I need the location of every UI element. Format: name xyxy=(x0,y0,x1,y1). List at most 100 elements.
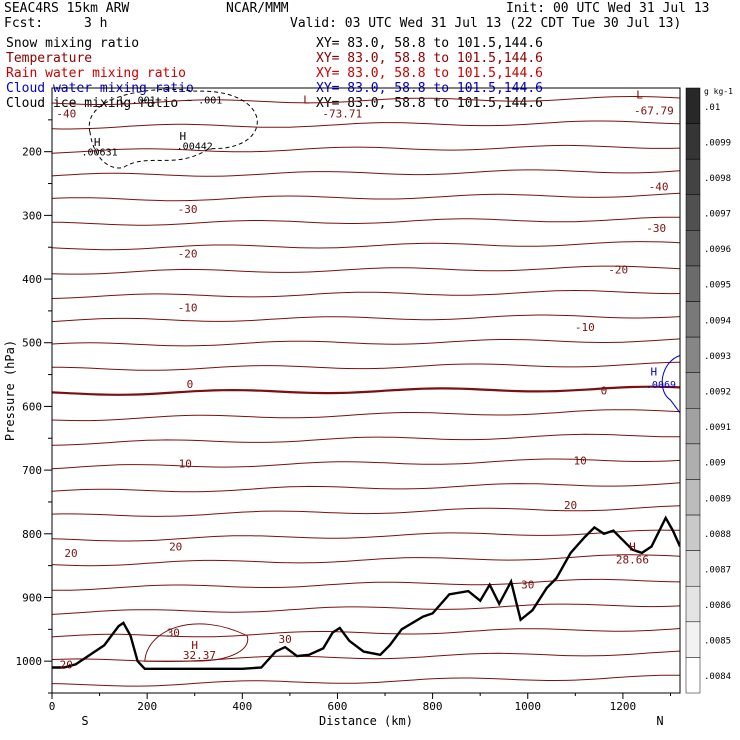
isotherm-line xyxy=(52,505,680,517)
colorbar-swatch xyxy=(685,158,701,196)
y-tick-label: 1000 xyxy=(16,655,43,668)
isotherm-line xyxy=(52,169,680,177)
extrema-marker: H xyxy=(94,136,101,149)
x-tick-label: 400 xyxy=(232,700,252,713)
warm-contour xyxy=(144,623,249,662)
field-xy-temperature: XY= 83.0, 58.8 to 101.5,144.6 xyxy=(316,51,543,66)
colorbar-swatch xyxy=(685,514,701,551)
colorbar-swatch xyxy=(685,301,701,338)
colorbar-swatch xyxy=(685,657,701,694)
temperature-contour-label: -73.71 xyxy=(322,107,362,120)
isotherm-line xyxy=(52,458,680,470)
colorbar-label: .0092 xyxy=(704,388,731,398)
init-time: Init: 00 UTC Wed 31 Jul 13 xyxy=(506,1,710,16)
extrema-marker: H xyxy=(180,130,187,143)
isotherm-line xyxy=(52,554,680,567)
colorbar-label: .0085 xyxy=(704,637,731,647)
colorbar-swatch xyxy=(685,230,701,267)
colorbar-label: .0098 xyxy=(704,174,731,184)
y-tick-label: 800 xyxy=(22,528,42,541)
isotherm-line xyxy=(52,482,680,493)
temperature-contour-label: 20 xyxy=(64,547,77,560)
temperature-contour-label: 30 xyxy=(167,627,180,640)
colorbar-swatch xyxy=(685,372,701,409)
plot-frame xyxy=(51,87,681,694)
field-name-snow: Snow mixing ratio xyxy=(6,36,140,51)
field-xy-rain: XY= 83.0, 58.8 to 101.5,144.6 xyxy=(316,66,543,81)
y-axis-title: Pressure (hPa) xyxy=(3,340,17,441)
isotherm-line xyxy=(52,144,680,154)
temperature-contour-label: 20 xyxy=(564,499,577,512)
north-label: N xyxy=(656,714,663,728)
field-xy-snow: XY= 83.0, 58.8 to 101.5,144.6 xyxy=(316,36,543,51)
temperature-contour-label: -20 xyxy=(178,248,198,261)
x-tick-label: 800 xyxy=(423,700,443,713)
fcst-label: Fcst: xyxy=(4,16,44,31)
isotherm-line xyxy=(52,578,680,591)
x-tick-label: 1000 xyxy=(515,700,542,713)
y-tick-label: 500 xyxy=(22,337,42,350)
org-title: NCAR/MMM xyxy=(226,1,289,16)
extrema-marker: L xyxy=(636,88,643,101)
y-tick-label: 900 xyxy=(22,591,42,604)
field-name-rain: Rain water mixing ratio xyxy=(6,66,187,81)
isotherm-line xyxy=(52,385,680,396)
temperature-contour-label: 10 xyxy=(179,458,192,471)
fcst-value: 3 h xyxy=(84,16,108,31)
colorbar-swatch xyxy=(685,479,701,516)
isotherm-line xyxy=(52,433,680,446)
temperature-contour-label: 30 xyxy=(521,579,534,592)
isotherm-line xyxy=(52,241,680,251)
colorbar-swatch xyxy=(685,443,701,480)
x-tick-label: 1200 xyxy=(610,700,637,713)
temperature-contour-label: -10 xyxy=(178,302,198,315)
isotherm-line xyxy=(52,529,680,542)
isotherm-line xyxy=(52,628,680,638)
colorbar-swatch xyxy=(685,87,701,124)
snow-contour-label: L .001 xyxy=(120,95,156,106)
temperature-contour-label: 32.37 xyxy=(183,649,216,662)
temperature-contour-label: -30 xyxy=(178,203,198,216)
colorbar-swatch xyxy=(685,621,701,658)
cloud-water-contour xyxy=(661,355,681,414)
cloud-water-label: .0069 xyxy=(646,380,676,391)
extrema-marker: H xyxy=(191,639,198,652)
isotherm-line xyxy=(52,265,680,275)
colorbar-label: .0093 xyxy=(704,352,731,362)
temperature-contour-label: -67.79 xyxy=(634,104,674,117)
temperature-contour-label: 20 xyxy=(169,541,182,554)
colorbar-swatch xyxy=(685,194,701,231)
isotherm-line xyxy=(52,120,680,130)
colorbar-swatch xyxy=(685,336,701,373)
x-axis-title: Distance (km) xyxy=(319,714,413,728)
colorbar-label: .009 xyxy=(704,459,726,469)
colorbar-label: .0095 xyxy=(704,281,731,291)
colorbar-swatch xyxy=(685,123,701,160)
temperature-contour-label: 30 xyxy=(278,633,291,646)
colorbar-unit: g kg-1 xyxy=(704,87,733,96)
temperature-contour-label: 10 xyxy=(573,455,586,468)
south-label: S xyxy=(81,714,88,728)
snow-contour-label: .00631 xyxy=(82,148,118,159)
isotherm-line xyxy=(52,314,680,323)
temperature-contour-label: -40 xyxy=(56,107,76,120)
colorbar-label: .0088 xyxy=(704,530,731,540)
isotherm-line xyxy=(52,216,680,226)
isotherm-line xyxy=(52,289,680,299)
temperature-contour-label: 0 xyxy=(187,378,194,391)
model-title: SEAC4RS 15km ARW xyxy=(4,1,130,16)
temperature-contour-label: 28.66 xyxy=(616,553,649,566)
colorbar-label: .0086 xyxy=(704,601,731,611)
x-tick-label: 600 xyxy=(328,700,348,713)
colorbar-swatch xyxy=(685,550,701,587)
x-tick-label: 0 xyxy=(49,700,56,713)
temperature-contour-label: -30 xyxy=(646,222,666,235)
extrema-marker: H xyxy=(651,365,658,378)
isotherm-line xyxy=(52,674,680,687)
colorbar-swatch xyxy=(685,408,701,445)
isotherm-line xyxy=(52,95,680,105)
extrema-marker: L xyxy=(303,93,310,106)
colorbar-label: .01 xyxy=(704,103,720,113)
temperature-contour-label: -20 xyxy=(608,264,628,277)
field-name-temperature: Temperature xyxy=(6,51,93,66)
